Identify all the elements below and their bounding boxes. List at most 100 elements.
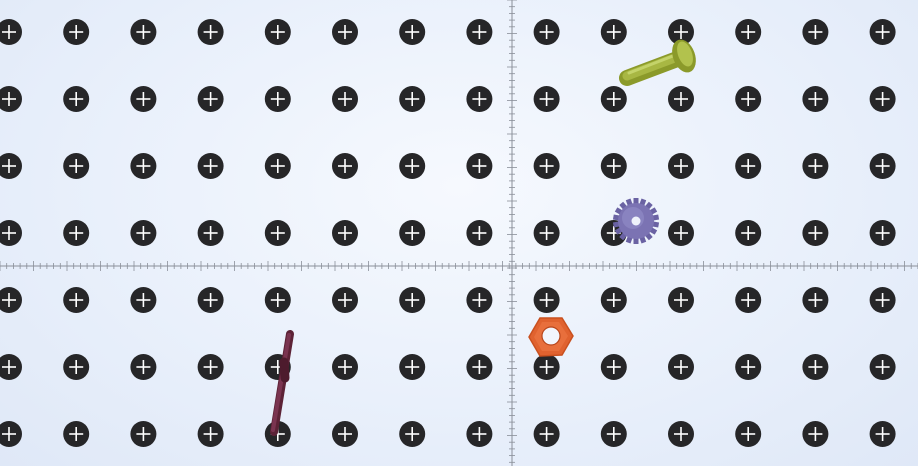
peg-hole[interactable] [869,287,896,313]
peg-hole[interactable] [63,421,90,447]
peg-hole[interactable] [668,153,694,179]
peg-hole[interactable] [264,19,291,45]
peg-hole[interactable] [264,287,291,313]
peg-hole[interactable] [735,354,762,380]
peg-hole[interactable] [399,86,426,112]
peg-hole[interactable] [600,287,627,313]
peg-hole[interactable] [533,421,560,447]
peg-hole[interactable] [0,287,22,313]
peg-hole[interactable] [197,86,224,112]
peg-hole[interactable] [533,153,560,179]
peg-hole[interactable] [869,153,896,179]
peg-hole[interactable] [197,19,224,45]
peg-hole[interactable] [466,354,493,380]
peg-hole[interactable] [264,86,291,112]
peg-hole[interactable] [130,19,157,45]
peg-hole[interactable] [668,86,694,112]
gear-piece[interactable] [612,198,660,244]
peg-hole[interactable] [533,220,560,246]
peg-hole[interactable] [130,421,157,447]
peg-hole[interactable] [668,19,694,45]
peg-hole[interactable] [130,153,157,179]
peg-hole[interactable] [533,19,560,45]
peg-hole[interactable] [0,220,22,246]
bolt-piece[interactable] [619,36,700,86]
peg-hole[interactable] [735,19,762,45]
peg-hole[interactable] [399,354,426,380]
peg-hole[interactable] [332,86,358,112]
peg-hole[interactable] [63,153,90,179]
peg-hole[interactable] [802,421,829,447]
peg-hole[interactable] [869,220,896,246]
peg-hole[interactable] [399,220,426,246]
peg-hole[interactable] [197,421,224,447]
peg-hole[interactable] [63,19,90,45]
peg-hole[interactable] [0,354,22,380]
peg-hole[interactable] [600,421,627,447]
peg-hole[interactable] [869,86,896,112]
peg-hole[interactable] [63,287,90,313]
peg-hole[interactable] [466,220,493,246]
peg-hole[interactable] [600,354,627,380]
hex-nut-piece[interactable] [528,317,574,357]
peg-hole[interactable] [63,354,90,380]
peg-hole[interactable] [802,19,829,45]
peg-hole[interactable] [0,19,22,45]
peg-hole[interactable] [0,153,22,179]
peg-hole[interactable] [197,153,224,179]
peg-hole[interactable] [668,421,694,447]
peg-hole[interactable] [735,287,762,313]
peg-hole[interactable] [332,153,358,179]
peg-hole[interactable] [197,287,224,313]
peg-hole[interactable] [466,86,493,112]
peg-hole[interactable] [802,354,829,380]
peg-hole[interactable] [869,19,896,45]
peg-hole[interactable] [668,220,694,246]
peg-hole[interactable] [130,86,157,112]
peg-hole[interactable] [0,86,22,112]
peg-hole[interactable] [533,287,560,313]
peg-hole[interactable] [802,86,829,112]
peg-hole[interactable] [332,287,358,313]
peg-hole[interactable] [466,287,493,313]
peg-hole[interactable] [63,86,90,112]
peg-hole[interactable] [130,287,157,313]
rod-piece[interactable] [270,330,294,436]
peg-hole[interactable] [600,153,627,179]
peg-hole[interactable] [197,220,224,246]
peg-hole[interactable] [735,220,762,246]
peg-hole[interactable] [533,86,560,112]
peg-hole[interactable] [869,421,896,447]
peg-hole[interactable] [264,220,291,246]
peg-hole[interactable] [399,153,426,179]
peg-hole[interactable] [332,220,358,246]
peg-hole[interactable] [466,19,493,45]
peg-hole[interactable] [332,421,358,447]
peg-hole[interactable] [735,421,762,447]
peg-hole[interactable] [466,421,493,447]
peg-hole[interactable] [399,287,426,313]
peg-hole[interactable] [63,220,90,246]
peg-hole[interactable] [399,19,426,45]
peg-hole[interactable] [399,421,426,447]
peg-hole[interactable] [802,153,829,179]
peg-hole[interactable] [332,354,358,380]
peg-hole[interactable] [264,153,291,179]
peg-hole[interactable] [600,86,627,112]
peg-hole[interactable] [533,354,560,380]
peg-hole[interactable] [332,19,358,45]
peg-hole[interactable] [802,287,829,313]
peg-hole[interactable] [735,86,762,112]
peg-hole[interactable] [735,153,762,179]
peg-hole[interactable] [130,354,157,380]
peg-hole[interactable] [668,287,694,313]
peg-hole[interactable] [869,354,896,380]
peg-hole[interactable] [802,220,829,246]
peg-hole[interactable] [0,421,22,447]
peg-hole[interactable] [130,220,157,246]
peg-hole[interactable] [466,153,493,179]
peg-hole[interactable] [197,354,224,380]
peg-hole[interactable] [600,19,627,45]
peg-hole[interactable] [668,354,694,380]
